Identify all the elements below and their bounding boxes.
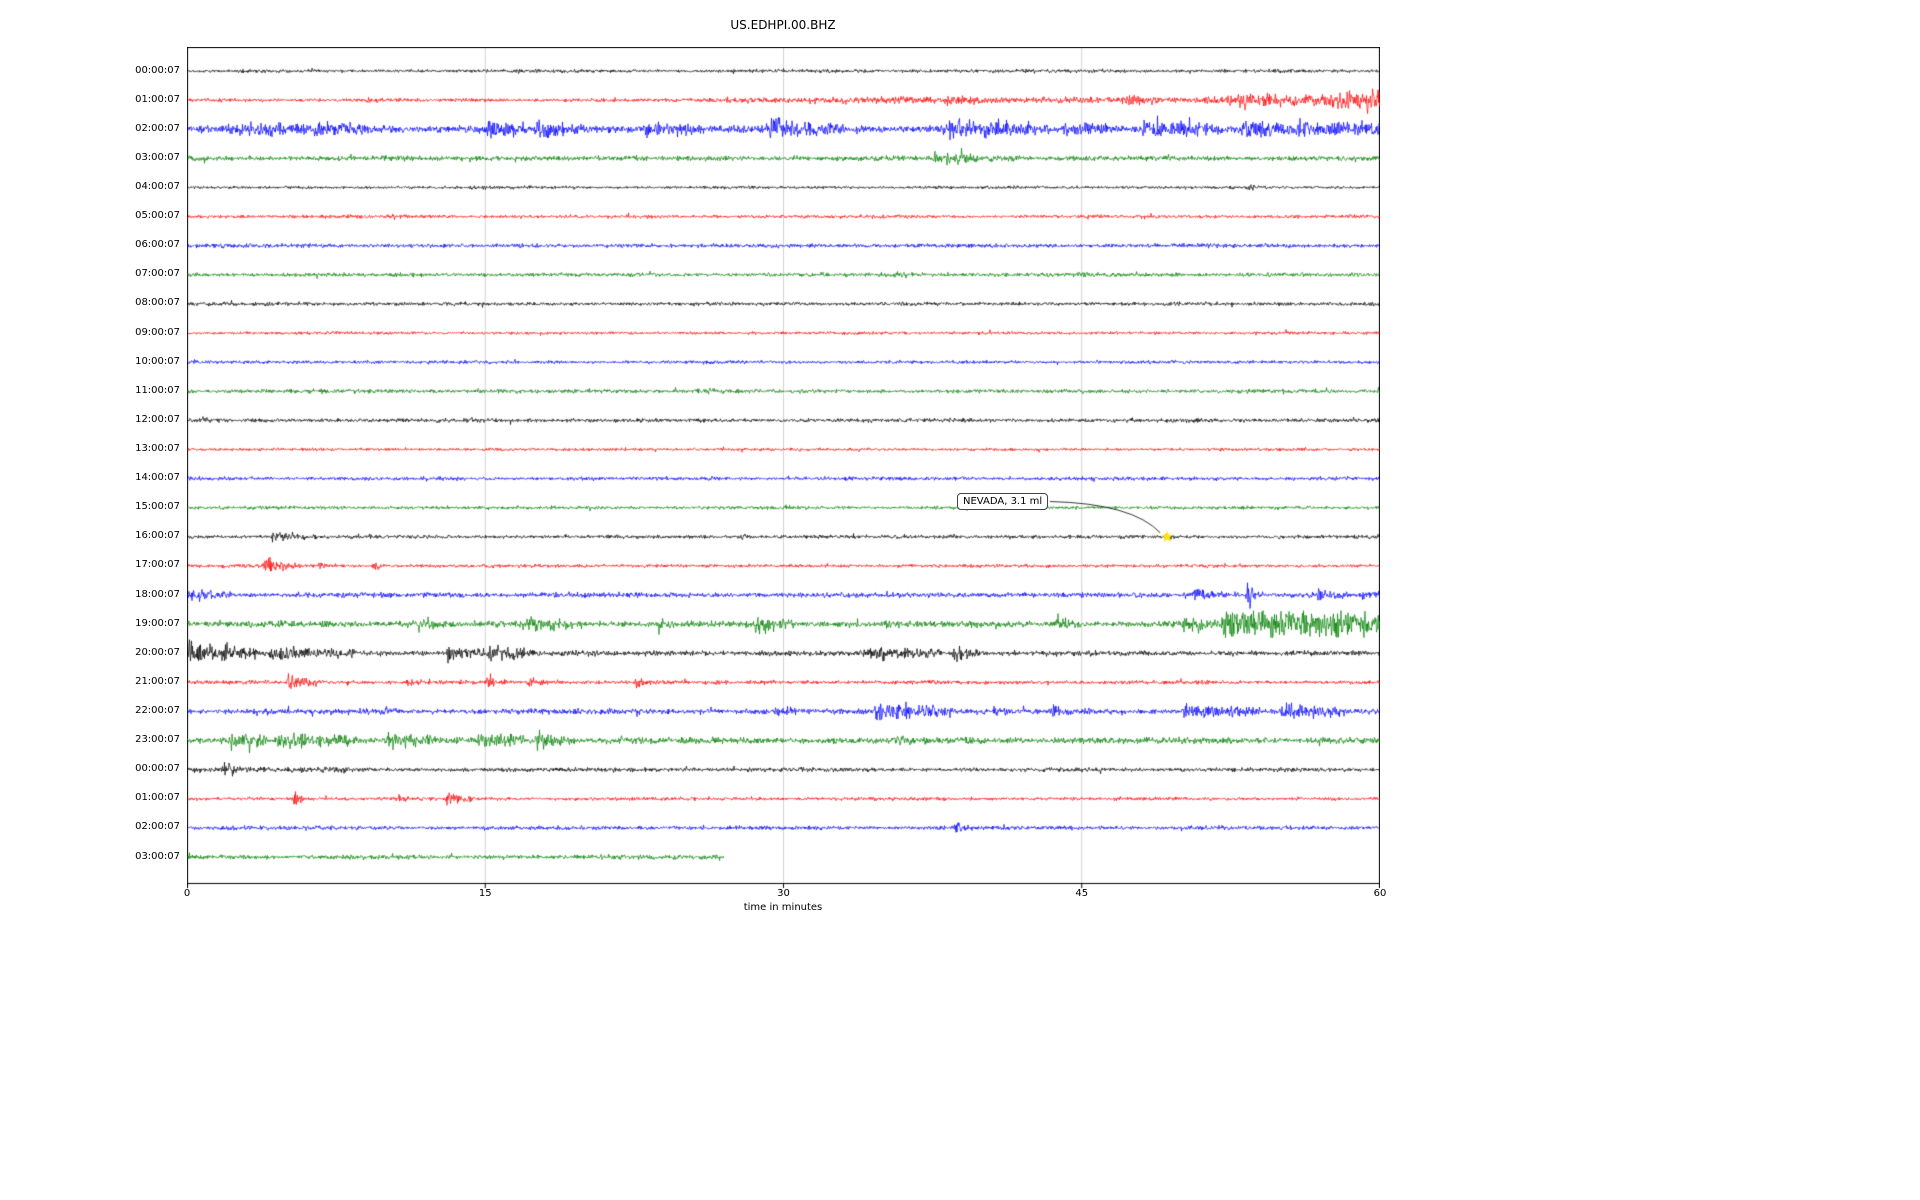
- trace-time-label: 06:00:07: [135, 239, 180, 251]
- trace-time-label: 01:00:07: [135, 93, 180, 105]
- x-tick-label: 15: [478, 888, 492, 899]
- trace-time-label: 20:00:07: [135, 646, 180, 658]
- trace-time-label: 05:00:07: [135, 210, 180, 222]
- trace-time-label: 08:00:07: [135, 297, 180, 309]
- trace-time-label: 14:00:07: [135, 472, 180, 484]
- trace-time-label: 16:00:07: [135, 530, 180, 542]
- trace-time-label: 17:00:07: [135, 559, 180, 571]
- x-tick-label: 60: [1373, 888, 1387, 899]
- trace-time-label: 07:00:07: [135, 268, 180, 280]
- event-annotation: NEVADA, 3.1 ml: [957, 493, 1049, 510]
- trace-time-label: 21:00:07: [135, 675, 180, 687]
- trace-time-label: 09:00:07: [135, 326, 180, 338]
- x-tick-label: 0: [183, 888, 191, 899]
- x-tick-label: 30: [777, 888, 790, 899]
- trace-time-label: 19:00:07: [135, 617, 180, 629]
- trace-time-label: 00:00:07: [135, 763, 180, 775]
- trace-time-label: 23:00:07: [135, 734, 180, 746]
- trace-time-label: 15:00:07: [135, 501, 180, 513]
- trace-time-label: 03:00:07: [135, 850, 180, 862]
- trace-time-label: 04:00:07: [135, 180, 180, 192]
- trace-time-label: 12:00:07: [135, 413, 180, 425]
- chart-title: US.EDHPI.00.BHZ: [730, 18, 836, 32]
- plot-area: NEVADA, 3.1 ml: [187, 47, 1380, 892]
- trace-time-label: 18:00:07: [135, 588, 180, 600]
- trace-time-label: 22:00:07: [135, 704, 180, 716]
- trace-time-label: 02:00:07: [135, 821, 180, 833]
- trace-time-label: 00:00:07: [135, 64, 180, 76]
- trace-time-label: 10:00:07: [135, 355, 180, 367]
- seismogram-canvas: [187, 47, 1380, 892]
- x-tick-label: 45: [1075, 888, 1089, 899]
- trace-time-label: 03:00:07: [135, 151, 180, 163]
- x-axis-label: time in minutes: [743, 902, 823, 913]
- trace-time-label: 02:00:07: [135, 122, 180, 134]
- trace-time-label: 01:00:07: [135, 792, 180, 804]
- trace-time-label: 11:00:07: [135, 384, 180, 396]
- trace-time-label: 13:00:07: [135, 442, 180, 454]
